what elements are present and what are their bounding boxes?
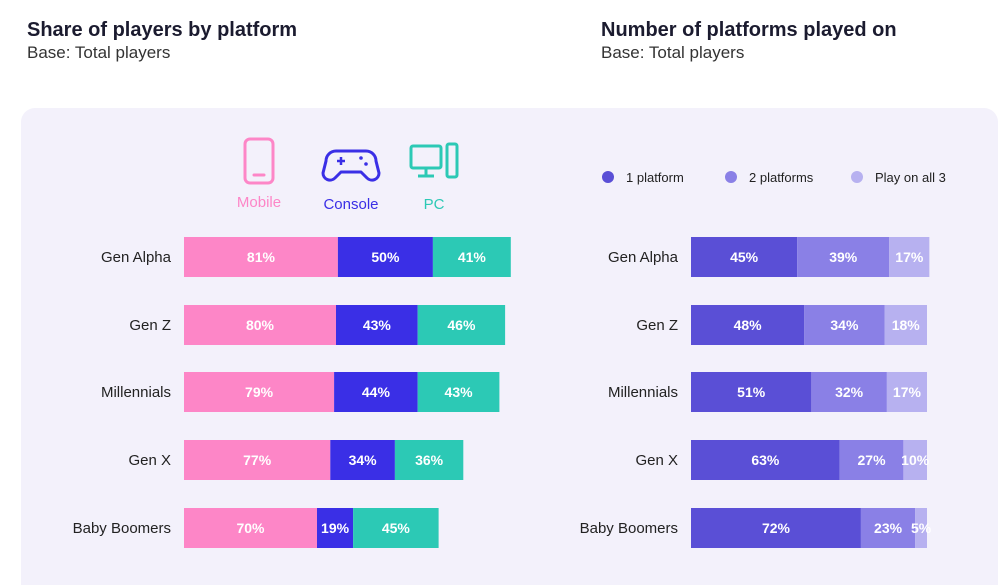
right-bar-segment: [691, 372, 812, 412]
gamepad-outline: [321, 149, 381, 182]
left-bar-console: [337, 237, 433, 277]
right-bar-value-label: 17%: [893, 384, 922, 400]
right-bar-value-label: 39%: [829, 249, 858, 265]
left-bar-value-label: 79%: [245, 384, 274, 400]
right-bar-segment: [691, 508, 861, 548]
left-bar-value-label: 43%: [363, 317, 392, 333]
legend-dot: [851, 171, 863, 183]
right-bar-segment: [889, 237, 930, 277]
chart-panel: [21, 108, 998, 585]
left-category-label: Baby Boomers: [73, 520, 171, 537]
left-bar-mobile: [184, 305, 336, 345]
left-bar-value-label: 50%: [371, 249, 400, 265]
right-bar-value-label: 27%: [858, 452, 887, 468]
right-bar-segment: [797, 237, 890, 277]
gamepad-button: [364, 162, 368, 166]
legend-dot: [602, 171, 614, 183]
left-bar-value-label: 43%: [445, 384, 474, 400]
left-category-label: Millennials: [101, 384, 171, 401]
right-chart-title: Number of platforms played on: [601, 19, 897, 41]
pc-monitor: [409, 144, 443, 170]
right-bar-segment: [915, 508, 927, 548]
right-bar-segment: [903, 440, 927, 480]
left-bar-pc: [417, 305, 506, 345]
left-bar-console: [336, 305, 418, 345]
left-bar-console: [334, 372, 418, 412]
right-bar-segment: [691, 305, 805, 345]
right-bar-segment: [811, 372, 887, 412]
desktop-pc-icon: [409, 142, 459, 179]
left-bar-value-label: 77%: [243, 452, 272, 468]
right-bar-value-label: 32%: [835, 384, 864, 400]
left-bar-mobile: [184, 372, 335, 412]
right-bar-segment: [886, 372, 927, 412]
right-bar-value-label: 18%: [892, 317, 921, 333]
right-bar-segment: [691, 237, 798, 277]
right-bar-segment: [839, 440, 904, 480]
left-bar-console: [317, 508, 354, 548]
left-bar-value-label: 45%: [382, 520, 411, 536]
legend-label-pc: PC: [424, 196, 445, 213]
legend-label-mobile: Mobile: [237, 194, 281, 211]
right-chart-heading: Number of platforms played on Base: Tota…: [601, 18, 897, 64]
left-bar-value-label: 46%: [447, 317, 476, 333]
right-bar-value-label: 34%: [830, 317, 859, 333]
right-chart-subtitle: Base: Total players: [601, 43, 745, 62]
right-bar-segment: [860, 508, 916, 548]
right-bar-value-label: 72%: [762, 520, 791, 536]
legend-label: 1 platform: [626, 170, 684, 185]
left-bar-console: [330, 440, 395, 480]
left-bar-value-label: 41%: [458, 249, 487, 265]
gamepad-icon: [321, 149, 381, 182]
right-bar-value-label: 10%: [901, 452, 930, 468]
left-chart-title: Share of players by platform: [27, 19, 298, 41]
right-bar-value-label: 23%: [874, 520, 903, 536]
legend-label: 2 platforms: [749, 170, 814, 185]
left-bar-pc: [417, 372, 500, 412]
mobile-phone-outline: [243, 137, 275, 185]
right-bar-value-label: 51%: [737, 384, 766, 400]
right-bar-value-label: 63%: [751, 452, 780, 468]
right-bar-segment: [804, 305, 885, 345]
gamepad-button: [359, 156, 363, 160]
left-bar-pc: [432, 237, 511, 277]
left-bar-mobile: [184, 440, 331, 480]
left-chart-subtitle: Base: Total players: [27, 43, 171, 62]
legend-label-console: Console: [323, 196, 378, 213]
right-bar-value-label: 5%: [911, 520, 932, 536]
left-bar-value-label: 34%: [349, 452, 378, 468]
right-category-label: Gen Alpha: [608, 249, 679, 266]
right-category-label: Gen X: [635, 452, 678, 469]
right-category-label: Baby Boomers: [580, 520, 678, 537]
right-bar-value-label: 48%: [734, 317, 763, 333]
left-bar-mobile: [184, 237, 338, 277]
left-category-label: Gen Alpha: [101, 249, 172, 266]
left-category-label: Gen Z: [129, 317, 171, 334]
legend-dot: [725, 171, 737, 183]
right-category-label: Millennials: [608, 384, 678, 401]
left-bar-value-label: 36%: [415, 452, 444, 468]
right-bar-segment: [691, 440, 840, 480]
left-bar-mobile: [184, 508, 317, 548]
left-bar-value-label: 19%: [321, 520, 350, 536]
left-bar-value-label: 80%: [246, 317, 275, 333]
mobile-phone-icon: [243, 137, 275, 185]
right-bar-value-label: 17%: [895, 249, 924, 265]
left-bar-pc: [394, 440, 464, 480]
left-bar-value-label: 70%: [236, 520, 265, 536]
left-bar-pc: [353, 508, 439, 548]
pc-tower: [445, 142, 459, 179]
right-category-label: Gen Z: [636, 317, 678, 334]
right-bar-segment: [884, 305, 927, 345]
left-bar-value-label: 44%: [362, 384, 391, 400]
left-category-label: Gen X: [128, 452, 171, 469]
legend-label: Play on all 3: [875, 170, 946, 185]
left-bar-value-label: 81%: [247, 249, 276, 265]
left-chart-heading: Share of players by platform Base: Total…: [27, 18, 297, 64]
right-bar-value-label: 45%: [730, 249, 759, 265]
